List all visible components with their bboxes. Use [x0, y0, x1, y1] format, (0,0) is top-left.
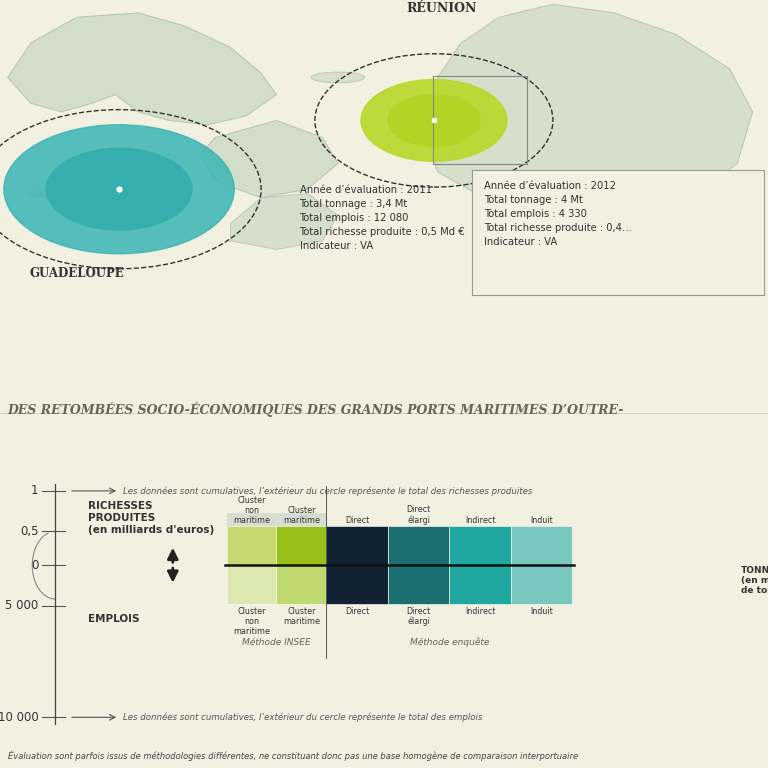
- Bar: [227, 526, 276, 565]
- Text: 0,5: 0,5: [20, 525, 38, 538]
- Text: Méthode enquête: Méthode enquête: [409, 638, 489, 647]
- Ellipse shape: [27, 190, 50, 197]
- FancyBboxPatch shape: [472, 170, 764, 295]
- Bar: [276, 526, 326, 565]
- Bar: [326, 526, 388, 565]
- Text: TONNA-
(en millio
de tonn: TONNA- (en millio de tonn: [741, 565, 768, 595]
- Text: Indirect: Indirect: [465, 515, 495, 525]
- Polygon shape: [8, 13, 276, 124]
- Bar: [433, 76, 527, 164]
- Text: Évaluation sont parfois issus de méthodologies différentes, ne constituant donc : Évaluation sont parfois issus de méthodo…: [8, 751, 578, 761]
- Text: Cluster
maritime: Cluster maritime: [283, 607, 320, 626]
- Circle shape: [96, 177, 142, 202]
- Text: Cluster
non
maritime: Cluster non maritime: [233, 607, 270, 636]
- Text: Année d’évaluation : 2012
Total tonnage : 4 Mt
Total emplois : 4 330
Total riche: Année d’évaluation : 2012 Total tonnage …: [484, 180, 632, 247]
- Text: Induit: Induit: [530, 607, 553, 616]
- Text: Les données sont cumulatives, l’extérieur du cercle représente le total des rich: Les données sont cumulatives, l’extérieu…: [123, 486, 532, 495]
- Polygon shape: [422, 5, 753, 215]
- Bar: [511, 565, 572, 604]
- Bar: [227, 565, 276, 604]
- Circle shape: [420, 113, 448, 128]
- Text: Indirect: Indirect: [465, 607, 495, 616]
- Text: 1: 1: [31, 485, 38, 498]
- Text: Direct
élargi: Direct élargi: [406, 505, 431, 525]
- Text: Direct: Direct: [345, 515, 369, 525]
- Circle shape: [407, 105, 461, 135]
- Bar: [434, 78, 526, 164]
- Text: Méthode INSEE: Méthode INSEE: [242, 638, 311, 647]
- Bar: [449, 526, 511, 565]
- Bar: [388, 565, 449, 604]
- Bar: [326, 565, 388, 604]
- Text: Induit: Induit: [530, 515, 553, 525]
- Bar: [388, 526, 449, 565]
- Text: Direct
élargi: Direct élargi: [406, 607, 431, 627]
- Bar: [227, 513, 326, 565]
- Text: Direct: Direct: [345, 607, 369, 616]
- Text: 10 000: 10 000: [0, 711, 38, 723]
- Text: Année d’évaluation : 2011
Total tonnage : 3,4 Mt
Total emplois : 12 080
Total ri: Année d’évaluation : 2011 Total tonnage …: [300, 185, 465, 251]
- Text: 5 000: 5 000: [5, 599, 38, 612]
- Circle shape: [361, 80, 507, 161]
- Circle shape: [46, 148, 192, 230]
- Text: GUADELOUPE: GUADELOUPE: [29, 266, 124, 280]
- Text: Cluster
non
maritime: Cluster non maritime: [233, 495, 270, 525]
- Bar: [227, 565, 326, 604]
- Text: 0: 0: [31, 559, 38, 571]
- Text: EMPLOIS: EMPLOIS: [88, 614, 140, 624]
- Bar: [276, 565, 326, 604]
- Polygon shape: [200, 121, 338, 198]
- Text: RÉUNION: RÉUNION: [406, 2, 477, 15]
- Ellipse shape: [68, 204, 86, 209]
- Polygon shape: [230, 194, 338, 250]
- Text: Les données sont cumulatives, l’extérieur du cercle représente le total des empl: Les données sont cumulatives, l’extérieu…: [123, 713, 482, 722]
- Bar: [511, 526, 572, 565]
- Circle shape: [4, 124, 234, 253]
- Ellipse shape: [311, 72, 365, 83]
- Text: RICHESSES
PRODUITES
(en milliards d'euros): RICHESSES PRODUITES (en milliards d'euro…: [88, 501, 214, 535]
- Bar: [449, 565, 511, 604]
- Text: DES RETOMBÉES SOCIO-ÉCONOMIQUES DES GRANDS PORTS MARITIMES D’OUTRE-: DES RETOMBÉES SOCIO-ÉCONOMIQUES DES GRAN…: [8, 402, 624, 417]
- Text: Cluster
maritime: Cluster maritime: [283, 505, 320, 525]
- Circle shape: [388, 94, 480, 146]
- Circle shape: [73, 164, 165, 215]
